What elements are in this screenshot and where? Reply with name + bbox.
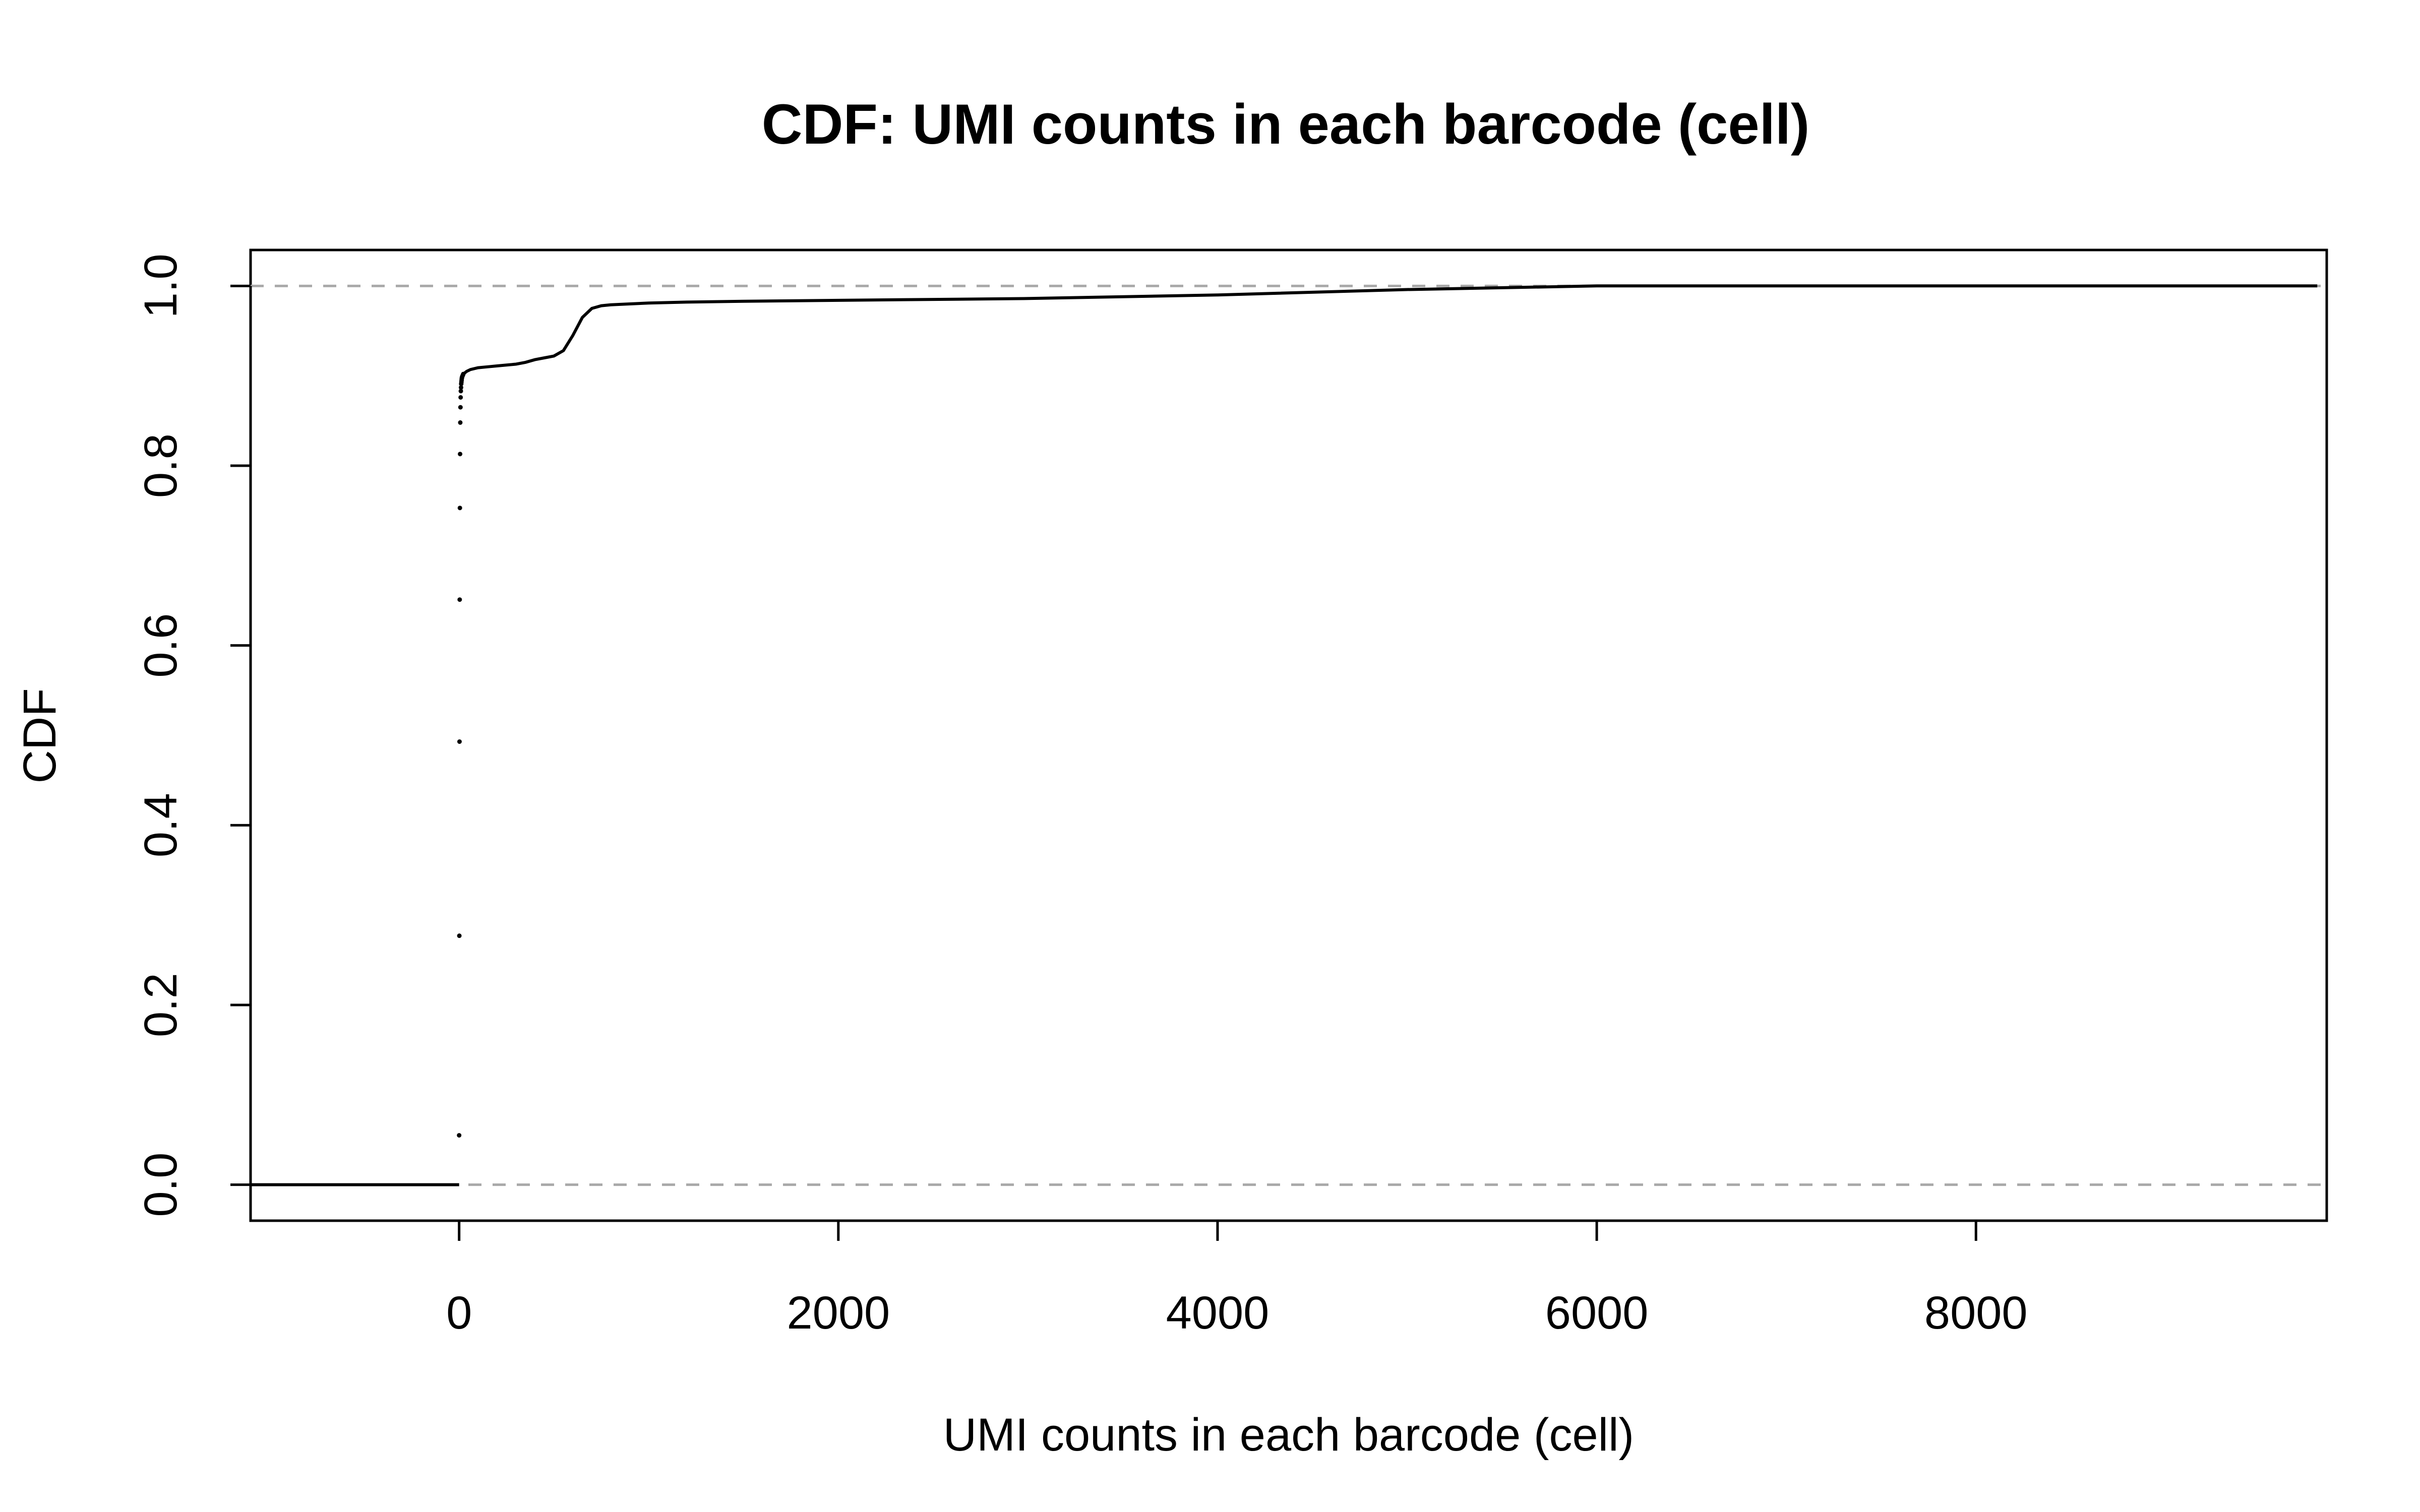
y-tick-label: 0.2 — [135, 973, 187, 1037]
x-tick-label: 2000 — [786, 1287, 890, 1339]
plot-frame — [249, 248, 2328, 1222]
cdf-point — [458, 389, 463, 394]
cdf-point — [458, 452, 463, 457]
y-tick-label: 0.8 — [135, 433, 187, 498]
cdf-point — [458, 420, 463, 425]
cdf-point — [457, 597, 462, 602]
cdf-point — [458, 405, 463, 410]
cdf-point — [457, 1133, 462, 1138]
x-axis: 0 2000 4000 6000 8000 — [446, 1219, 2028, 1339]
cdf-point — [458, 395, 463, 400]
x-tick-label: 6000 — [1545, 1287, 1649, 1339]
y-tick-label: 1.0 — [135, 254, 187, 318]
x-tick-label: 0 — [446, 1287, 472, 1339]
y-axis-label: CDF — [14, 688, 66, 783]
y-tick-label: 0.6 — [135, 613, 187, 678]
cdf-point — [457, 506, 462, 511]
plot-area — [249, 248, 2328, 1222]
cdf-point — [457, 933, 462, 938]
x-tick-label: 4000 — [1166, 1287, 1269, 1339]
cdf-point — [457, 739, 462, 744]
cdf-series — [251, 284, 2318, 1186]
cdf-curve-line — [462, 284, 2318, 375]
cdf-point — [458, 385, 463, 390]
chart-title: CDF: UMI counts in each barcode (cell) — [762, 93, 1810, 156]
y-tick-label: 0.4 — [135, 793, 187, 857]
x-axis-label: UMI counts in each barcode (cell) — [943, 1409, 1634, 1461]
y-axis: 0.0 0.2 0.4 0.6 0.8 1.0 — [135, 254, 252, 1217]
y-tick-label: 0.0 — [135, 1153, 187, 1217]
reference-lines — [251, 284, 2327, 1186]
x-tick-label: 8000 — [1924, 1287, 2028, 1339]
